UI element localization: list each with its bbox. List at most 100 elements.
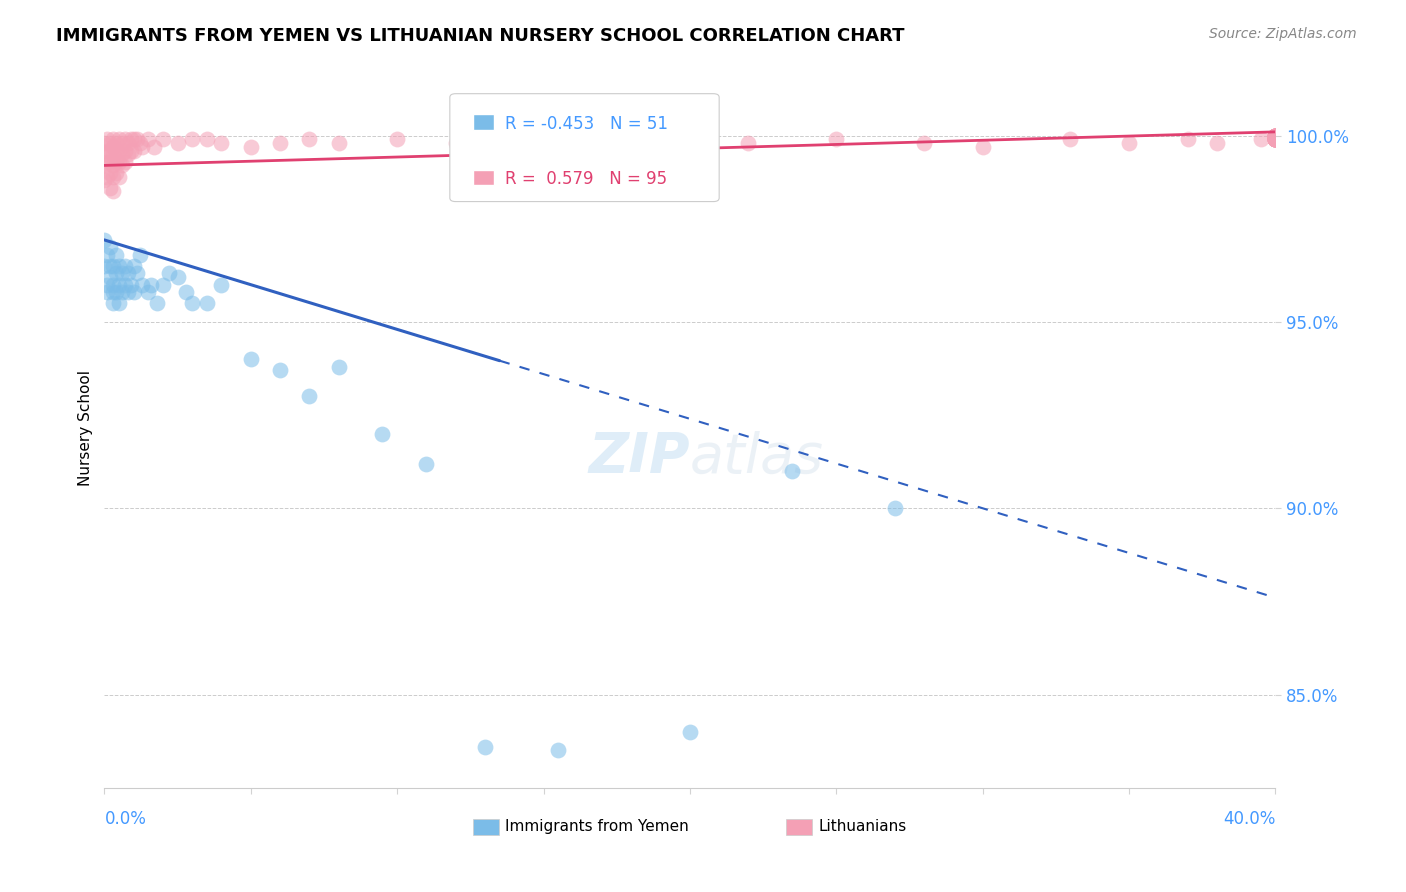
Point — [105, 166, 128, 180]
Point — [93, 158, 115, 172]
Point — [385, 132, 408, 146]
Point — [131, 140, 153, 154]
Point — [1264, 128, 1286, 143]
Point — [96, 277, 118, 292]
Point — [143, 140, 166, 154]
Point — [195, 296, 218, 310]
Point — [1264, 132, 1286, 146]
Point — [101, 169, 124, 184]
Point — [1264, 128, 1286, 143]
Point — [101, 147, 124, 161]
Text: IMMIGRANTS FROM YEMEN VS LITHUANIAN NURSERY SCHOOL CORRELATION CHART: IMMIGRANTS FROM YEMEN VS LITHUANIAN NURS… — [56, 27, 904, 45]
Point — [93, 147, 115, 161]
Point — [111, 285, 134, 299]
Point — [101, 277, 124, 292]
Point — [108, 277, 131, 292]
Point — [117, 285, 139, 299]
Point — [176, 285, 198, 299]
Point — [114, 154, 136, 169]
Point — [114, 132, 136, 146]
Point — [101, 285, 124, 299]
Text: atlas: atlas — [690, 431, 824, 483]
Text: R =  0.579   N = 95: R = 0.579 N = 95 — [505, 170, 666, 188]
Point — [105, 267, 128, 281]
Point — [96, 285, 118, 299]
Text: 0.0%: 0.0% — [104, 810, 146, 828]
Point — [125, 132, 148, 146]
Text: Lithuanians: Lithuanians — [818, 819, 907, 834]
Point — [195, 132, 218, 146]
Point — [1250, 132, 1272, 146]
Point — [591, 136, 613, 150]
Point — [98, 270, 121, 285]
Point — [782, 464, 804, 478]
Point — [371, 426, 394, 441]
Point — [883, 501, 905, 516]
Point — [1264, 128, 1286, 143]
Point — [111, 267, 134, 281]
Point — [239, 352, 262, 367]
Point — [1264, 132, 1286, 146]
Point — [1264, 128, 1286, 143]
Point — [1264, 128, 1286, 143]
Point — [93, 259, 115, 273]
Point — [93, 233, 115, 247]
Point — [105, 136, 128, 150]
Point — [1264, 132, 1286, 146]
Point — [136, 132, 159, 146]
Point — [125, 267, 148, 281]
Point — [122, 132, 145, 146]
Point — [1264, 128, 1286, 143]
Text: R = -0.453   N = 51: R = -0.453 N = 51 — [505, 115, 668, 133]
Point — [1264, 132, 1286, 146]
Point — [1264, 128, 1286, 143]
Point — [108, 144, 131, 158]
Point — [128, 136, 150, 150]
Point — [1264, 132, 1286, 146]
Point — [111, 136, 134, 150]
Point — [1264, 132, 1286, 146]
Point — [105, 144, 128, 158]
Point — [679, 724, 702, 739]
Point — [105, 248, 128, 262]
Point — [1264, 128, 1286, 143]
Point — [117, 136, 139, 150]
Point — [98, 259, 121, 273]
Point — [101, 158, 124, 172]
Point — [101, 140, 124, 154]
Bar — [786, 819, 811, 835]
Point — [1059, 132, 1081, 146]
Point — [96, 169, 118, 184]
Point — [166, 270, 188, 285]
Point — [1264, 128, 1286, 143]
Text: Immigrants from Yemen: Immigrants from Yemen — [505, 819, 689, 834]
Point — [108, 154, 131, 169]
Point — [1264, 132, 1286, 146]
Point — [152, 277, 174, 292]
Point — [1264, 128, 1286, 143]
Point — [1118, 136, 1140, 150]
Point — [444, 136, 467, 150]
Point — [101, 185, 124, 199]
Point — [152, 132, 174, 146]
Text: ZIP: ZIP — [588, 430, 690, 483]
Point — [1264, 128, 1286, 143]
FancyBboxPatch shape — [450, 94, 718, 202]
Point — [105, 285, 128, 299]
Point — [533, 132, 555, 146]
Point — [679, 132, 702, 146]
Point — [136, 285, 159, 299]
Point — [825, 132, 848, 146]
Point — [474, 739, 496, 754]
Point — [239, 140, 262, 154]
Text: 40.0%: 40.0% — [1223, 810, 1275, 828]
Bar — [474, 169, 495, 185]
Point — [128, 248, 150, 262]
Point — [547, 743, 569, 757]
Point — [269, 136, 291, 150]
Point — [96, 132, 118, 146]
Point — [114, 259, 136, 273]
Point — [141, 277, 163, 292]
Point — [98, 240, 121, 254]
Point — [181, 132, 204, 146]
